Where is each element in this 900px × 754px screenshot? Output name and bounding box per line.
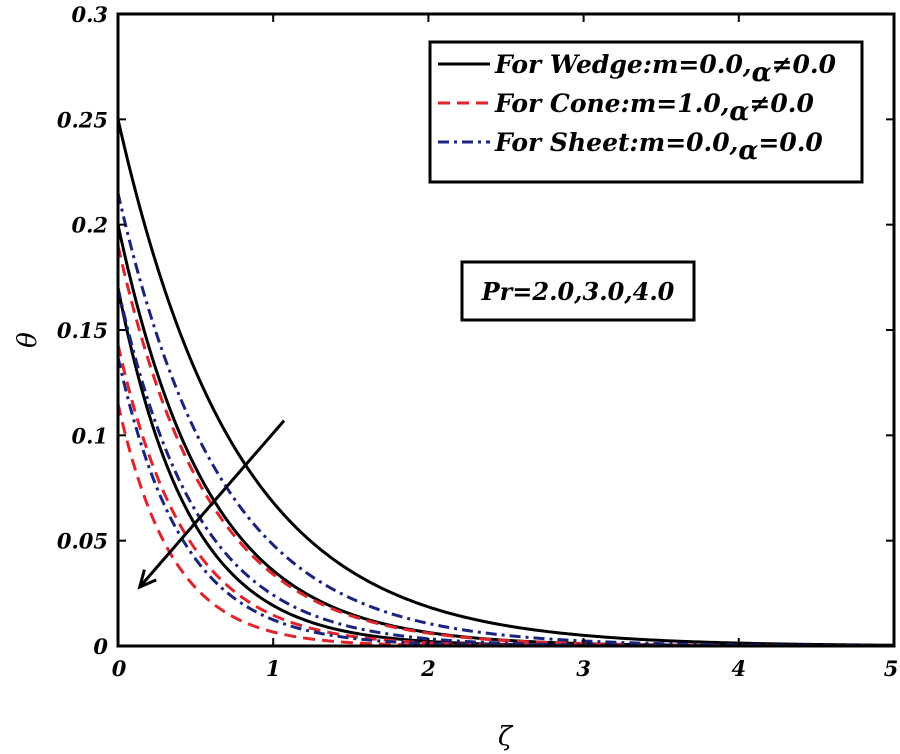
legend-box: [428, 40, 864, 184]
annotation-text: Pr=2.0,3.0,4.0: [481, 277, 675, 306]
y-tick-label: 0.05: [57, 529, 108, 554]
arrow-head: [137, 569, 157, 590]
y-tick-label: 0.3: [71, 2, 108, 27]
ticks: 0 1 2 3 4 5 0 0.05 0.1 0.15 0.2 0.25 0.3: [57, 2, 898, 681]
x-axis-label: ζ: [498, 722, 514, 752]
x-tick-label: 0: [112, 656, 127, 681]
x-tick-label: 5: [884, 656, 899, 681]
series-line-1-pr-3: [116, 344, 894, 648]
x-tick-label: 2: [420, 656, 436, 681]
legend-alpha-symbol: α: [752, 58, 772, 88]
series-line-2-pr-3: [116, 287, 894, 648]
series-line-0-pr-4: [116, 287, 894, 648]
y-tick-label: 0.1: [71, 423, 108, 448]
legend-label-text: For Wedge:m=0.0,: [494, 50, 752, 79]
series-line-2-pr-4: [116, 357, 894, 648]
legend-label-text: For Cone:m=1.0,: [494, 89, 729, 118]
y-tick-label: 0: [93, 634, 108, 659]
legend-label-value: =0.0: [758, 128, 823, 157]
legend-alpha-symbol: α: [738, 136, 758, 166]
y-axis-label: θ: [13, 332, 43, 348]
trend-arrow: [137, 419, 286, 590]
annotation-box: [460, 260, 696, 322]
y-tick-label: 0.25: [57, 107, 108, 132]
legend-label-2: For Sheet:m=0.0,α=0.0: [494, 128, 823, 166]
y-tick-label: 0.2: [71, 213, 108, 238]
x-tick-label: 1: [266, 656, 281, 681]
legend-alpha-symbol: α: [729, 97, 749, 127]
legend-label-0: For Wedge:m=0.0,α≠0.0: [494, 50, 837, 88]
y-tick-label: 0.15: [57, 318, 108, 343]
x-tick-label: 3: [576, 656, 591, 681]
curves: [116, 118, 895, 648]
series-line-0-pr-2: [116, 118, 895, 647]
series-line-1-pr-4: [116, 403, 894, 648]
arrow-shaft: [138, 419, 286, 588]
legend-label-1: For Cone:m=1.0,α≠0.0: [494, 89, 814, 127]
legend-label-value: ≠0.0: [749, 89, 814, 118]
legend-label-text: For Sheet:m=0.0,: [494, 128, 738, 157]
x-tick-label: 4: [731, 656, 746, 681]
legend-label-value: ≠0.0: [772, 50, 837, 79]
